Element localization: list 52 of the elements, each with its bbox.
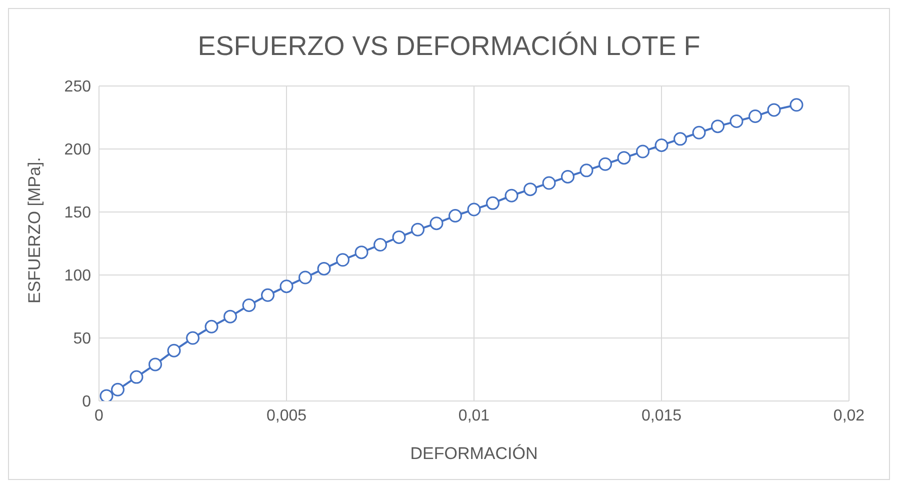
point bbox=[354, 246, 368, 260]
point bbox=[148, 358, 162, 372]
y-axis-title: ESFUERZO [MPa]. bbox=[25, 157, 44, 304]
point bbox=[430, 216, 444, 230]
y-tick-label: 200 bbox=[64, 142, 92, 159]
point bbox=[598, 157, 612, 171]
point bbox=[654, 138, 668, 152]
point bbox=[524, 182, 537, 196]
point bbox=[542, 176, 556, 190]
point bbox=[224, 310, 237, 324]
x-tick-label: 0,015 bbox=[641, 407, 682, 424]
point bbox=[411, 222, 424, 236]
point bbox=[767, 103, 781, 117]
point bbox=[674, 132, 687, 146]
point bbox=[111, 382, 124, 396]
point bbox=[100, 389, 114, 401]
point bbox=[298, 270, 312, 284]
y-tick-label: 50 bbox=[73, 330, 92, 348]
y-tick-label: 250 bbox=[64, 78, 92, 96]
point bbox=[261, 288, 274, 302]
point bbox=[711, 120, 724, 134]
point bbox=[392, 230, 406, 244]
point bbox=[167, 344, 181, 358]
point bbox=[467, 202, 481, 216]
point bbox=[486, 196, 500, 210]
point bbox=[186, 331, 200, 345]
x-tick-label: 0,02 bbox=[833, 407, 865, 424]
x-tick-label: 0 bbox=[94, 407, 104, 424]
point bbox=[748, 109, 762, 123]
y-tick-label: 100 bbox=[64, 268, 92, 285]
point bbox=[448, 209, 462, 223]
point bbox=[504, 188, 518, 202]
point bbox=[317, 262, 331, 276]
point bbox=[374, 238, 387, 252]
x-tick-label: 0,01 bbox=[458, 407, 490, 424]
x-tick-label: 0,005 bbox=[266, 407, 307, 424]
point bbox=[692, 126, 706, 140]
point bbox=[204, 320, 218, 334]
point bbox=[730, 114, 744, 128]
point bbox=[580, 164, 594, 178]
y-tick-label: 150 bbox=[64, 204, 92, 222]
point bbox=[130, 370, 144, 384]
point bbox=[790, 98, 804, 112]
point bbox=[336, 253, 350, 267]
x-axis-title: DEFORMACIÓN bbox=[410, 444, 538, 463]
chart-title: ESFUERZO VS DEFORMACIÓN LOTE F bbox=[196, 31, 702, 63]
point bbox=[280, 280, 294, 294]
point bbox=[242, 298, 256, 312]
point bbox=[617, 151, 631, 165]
point bbox=[561, 170, 574, 184]
point bbox=[636, 144, 650, 158]
y-tick-label: 0 bbox=[82, 394, 92, 411]
